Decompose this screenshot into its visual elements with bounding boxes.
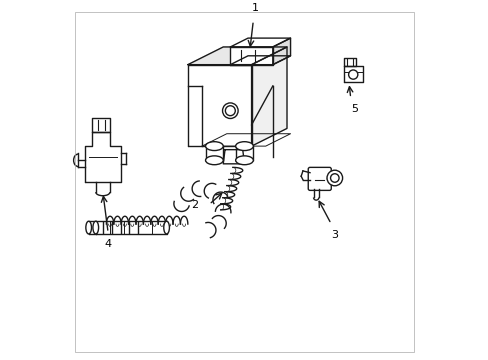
Text: 4: 4 <box>104 239 111 248</box>
Polygon shape <box>85 132 121 181</box>
Circle shape <box>330 174 338 182</box>
FancyBboxPatch shape <box>307 167 330 190</box>
Ellipse shape <box>205 156 223 165</box>
Circle shape <box>348 70 357 79</box>
Circle shape <box>222 103 238 118</box>
Polygon shape <box>88 221 96 234</box>
Text: 2: 2 <box>191 199 198 210</box>
Polygon shape <box>96 221 166 234</box>
Ellipse shape <box>205 142 223 150</box>
Circle shape <box>326 170 342 186</box>
Polygon shape <box>343 58 355 67</box>
Polygon shape <box>230 38 290 47</box>
Polygon shape <box>187 65 251 146</box>
Text: 5: 5 <box>350 104 357 114</box>
Polygon shape <box>223 150 244 164</box>
Ellipse shape <box>235 142 253 150</box>
Text: 1: 1 <box>251 3 258 13</box>
Ellipse shape <box>86 221 91 234</box>
Polygon shape <box>187 47 286 65</box>
Polygon shape <box>230 47 272 65</box>
Ellipse shape <box>93 221 99 234</box>
Ellipse shape <box>235 156 253 165</box>
Circle shape <box>225 106 235 116</box>
Polygon shape <box>272 38 290 65</box>
Polygon shape <box>251 47 286 146</box>
Ellipse shape <box>163 221 169 234</box>
Polygon shape <box>92 118 110 132</box>
Text: 3: 3 <box>331 230 338 240</box>
Polygon shape <box>230 56 290 65</box>
Polygon shape <box>343 67 363 82</box>
